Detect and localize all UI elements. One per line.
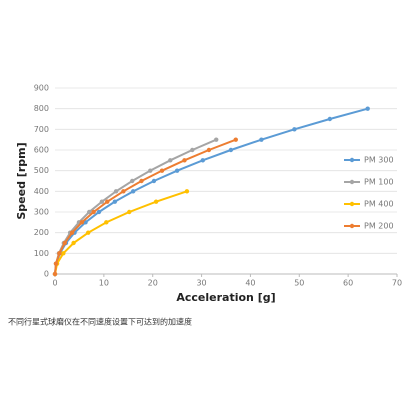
- legend-marker: [349, 157, 355, 163]
- data-point: [139, 178, 144, 184]
- data-point: [228, 147, 234, 153]
- data-point: [148, 168, 153, 173]
- data-point: [57, 251, 62, 256]
- data-point: [214, 137, 219, 142]
- x-tick-label: 50: [294, 279, 304, 288]
- y-tick-label: 200: [34, 228, 49, 237]
- data-point: [87, 209, 92, 215]
- x-tick-label: 40: [245, 279, 255, 288]
- x-tick-label: 60: [343, 279, 353, 288]
- data-point: [71, 240, 76, 246]
- data-point: [327, 116, 333, 122]
- data-point: [52, 271, 58, 277]
- data-point: [96, 209, 102, 215]
- legend-label: PM 100: [364, 178, 394, 187]
- data-point: [86, 230, 91, 235]
- data-point: [153, 199, 159, 204]
- y-tick-label: 700: [34, 125, 49, 134]
- legend-label: PM 400: [364, 200, 394, 209]
- y-tick-label: 900: [34, 84, 49, 93]
- data-point: [121, 189, 126, 194]
- data-point: [159, 168, 165, 173]
- data-point: [168, 158, 173, 163]
- data-point: [259, 137, 264, 142]
- legend-marker: [349, 223, 355, 229]
- data-point: [113, 189, 119, 194]
- series-line: [54, 138, 217, 275]
- data-point: [62, 240, 67, 246]
- data-point: [292, 127, 297, 132]
- data-point: [69, 230, 75, 235]
- x-tick-label: 10: [99, 279, 109, 288]
- data-point: [105, 199, 110, 204]
- x-tick-label: 20: [148, 279, 158, 288]
- data-point: [233, 137, 238, 142]
- y-axis-title: Speed [rpm]: [15, 142, 28, 219]
- data-point: [174, 168, 180, 173]
- caption: 不同行星式球磨仪在不同速度设置下可达到的加速度: [8, 317, 192, 327]
- data-point: [200, 158, 205, 163]
- data-point: [104, 220, 109, 225]
- legend-label: PM 200: [364, 222, 394, 231]
- y-tick-label: 800: [34, 104, 49, 113]
- y-tick-label: 600: [34, 146, 49, 155]
- y-tick-label: 0: [44, 270, 49, 279]
- y-tick-label: 300: [34, 208, 49, 217]
- x-tick-label: 0: [52, 279, 57, 288]
- legend-label: PM 300: [364, 156, 394, 165]
- data-point: [91, 209, 96, 215]
- data-point: [53, 261, 59, 266]
- data-point: [112, 199, 118, 204]
- data-point: [365, 106, 370, 111]
- legend-marker: [349, 179, 355, 185]
- y-tick-label: 400: [34, 187, 49, 196]
- data-point: [61, 251, 66, 256]
- x-tick-label: 70: [392, 279, 402, 288]
- data-point: [127, 209, 132, 215]
- y-tick-label: 100: [34, 249, 49, 258]
- data-point: [130, 189, 136, 194]
- data-point: [206, 147, 212, 153]
- legend-marker: [349, 201, 355, 207]
- data-point: [129, 178, 135, 184]
- data-point: [184, 189, 190, 194]
- y-tick-label: 500: [34, 166, 49, 175]
- data-point: [182, 158, 187, 163]
- data-point: [190, 147, 195, 153]
- data-point: [151, 178, 157, 184]
- x-tick-label: 30: [196, 279, 206, 288]
- data-point: [99, 199, 105, 204]
- data-point: [79, 220, 85, 225]
- x-axis-title: Acceleration [g]: [176, 291, 275, 304]
